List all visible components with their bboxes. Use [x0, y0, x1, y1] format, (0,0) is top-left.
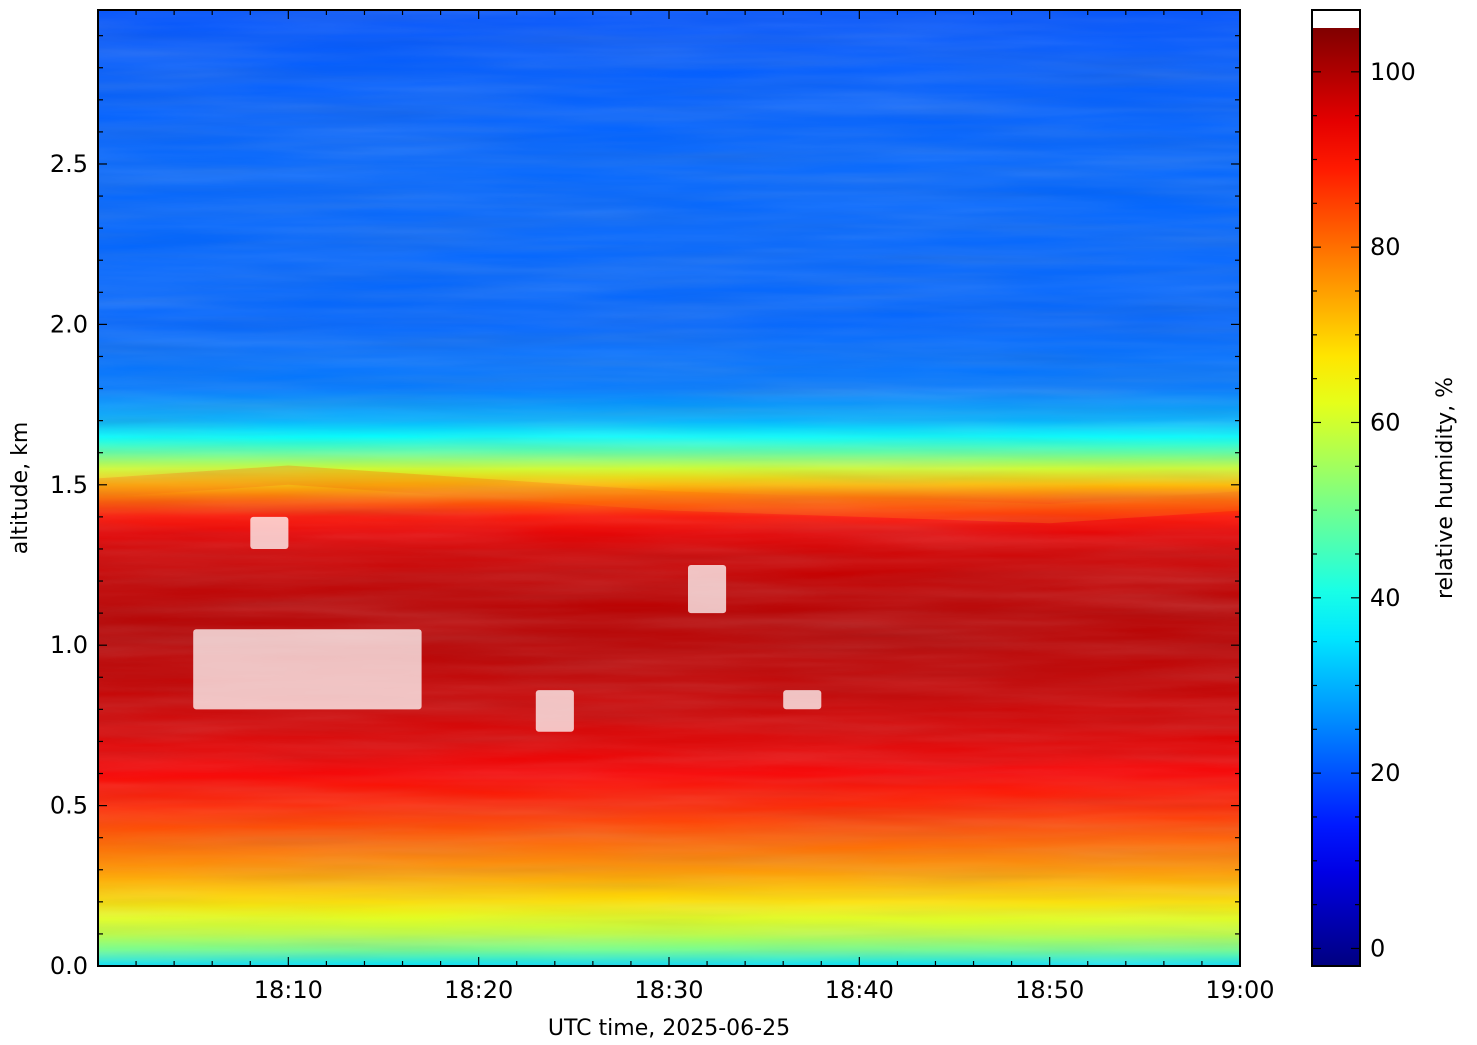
colorbar: 0 20 40 60 80 100 relative humidity, %: [1311, 9, 1458, 967]
y-tick-label: 0.0: [50, 952, 88, 980]
x-axis: 18:10 18:20 18:30 18:40 18:50 19:00: [97, 10, 1275, 1004]
y-tick-label: 2.0: [50, 310, 88, 338]
colorbar-label: relative humidity, %: [1433, 377, 1458, 599]
x-tick-label: 19:00: [1205, 976, 1274, 1004]
y-axis-label: altitude, km: [8, 422, 33, 555]
supersaturation-patch: [535, 690, 574, 732]
x-tick-label: 18:40: [825, 976, 894, 1004]
colorbar-frame: [1311, 9, 1361, 967]
supersaturation-patch: [193, 629, 422, 710]
colorbar-over-swatch: [1312, 10, 1360, 28]
x-tick-label: 18:10: [254, 976, 323, 1004]
supersaturated-patches: [193, 516, 822, 732]
y-tick-label: 1.0: [50, 631, 88, 659]
y-axis: 0.0 0.5 1.0 1.5 2.0 2.5: [50, 35, 1240, 980]
y-tick-label: 2.5: [50, 150, 88, 178]
heatmap-texture: [98, 10, 1240, 966]
x-tick-label: 18:50: [1015, 976, 1084, 1004]
colorbar-tick-label: 0: [1370, 934, 1385, 962]
x-tick-label: 18:20: [444, 976, 513, 1004]
heatmap-plot-area: [98, 10, 1240, 966]
x-tick-label: 18:30: [634, 976, 703, 1004]
y-tick-label: 1.5: [50, 471, 88, 499]
colorbar-tick-label: 100: [1370, 58, 1416, 86]
colorbar-ticks: 0 20 40 60 80 100: [1312, 58, 1416, 962]
y-tick-label: 0.5: [50, 792, 88, 820]
colorbar-tick-label: 80: [1370, 233, 1401, 261]
colorbar-tick-label: 40: [1370, 584, 1401, 612]
x-axis-label: UTC time, 2025-06-25: [548, 1016, 790, 1041]
supersaturation-patch: [688, 565, 727, 614]
colorbar-tick-label: 60: [1370, 408, 1401, 436]
colorbar-scale: [1312, 28, 1360, 966]
colorbar-tick-label: 20: [1370, 759, 1401, 787]
supersaturation-patch: [250, 516, 289, 549]
supersaturation-patch: [783, 690, 822, 710]
